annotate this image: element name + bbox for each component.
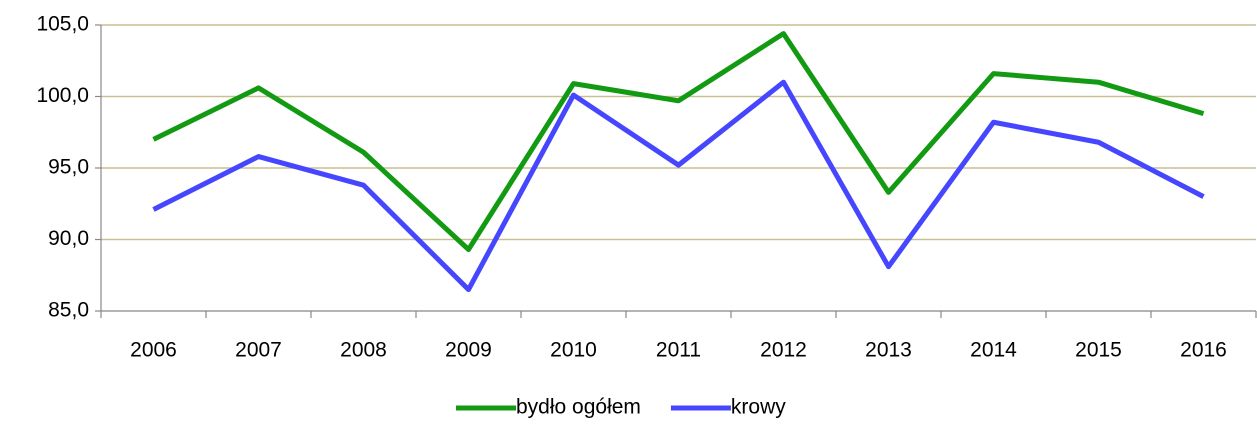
y-tick-label: 95,0	[48, 156, 89, 179]
x-tick-label: 2009	[445, 339, 492, 362]
x-tick-label: 2016	[1180, 339, 1227, 362]
x-tick-label: 2013	[865, 339, 912, 362]
y-tick-label: 100,0	[36, 84, 89, 107]
legend-label: bydło ogółem	[516, 396, 641, 419]
y-tick-label: 105,0	[36, 13, 89, 36]
legend-label: krowy	[731, 396, 786, 419]
x-tick-label: 2008	[340, 339, 387, 362]
x-tick-label: 2010	[550, 339, 597, 362]
x-tick-label: 2007	[235, 339, 282, 362]
x-tick-label: 2014	[970, 339, 1017, 362]
x-tick-label: 2006	[130, 339, 177, 362]
data-line	[152, 31, 1205, 253]
y-tick-label: 90,0	[48, 227, 89, 250]
data-line	[152, 79, 1205, 293]
x-tick-label: 2011	[656, 339, 701, 362]
x-tick-label: 2015	[1075, 339, 1122, 362]
x-tick-label: 2012	[760, 339, 807, 362]
y-tick-label: 85,0	[48, 299, 89, 322]
